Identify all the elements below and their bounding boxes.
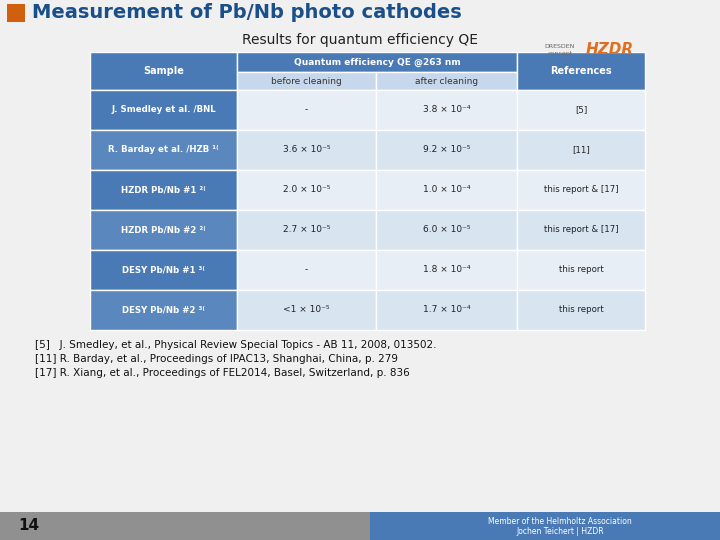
Text: 1.0 × 10⁻⁴: 1.0 × 10⁻⁴ <box>423 186 470 194</box>
Bar <box>370 512 720 540</box>
Text: -: - <box>305 105 308 114</box>
Bar <box>237 130 376 170</box>
Text: after cleaning: after cleaning <box>415 77 478 85</box>
Bar <box>376 170 518 210</box>
Text: 9.2 × 10⁻⁵: 9.2 × 10⁻⁵ <box>423 145 470 154</box>
Text: DRESDEN
concept: DRESDEN concept <box>545 44 575 56</box>
Bar <box>376 130 518 170</box>
Text: HZDR Pb/Nb #2 ²⁽: HZDR Pb/Nb #2 ²⁽ <box>121 226 206 234</box>
Text: [5]: [5] <box>575 105 588 114</box>
Bar <box>237 290 376 330</box>
Bar <box>237 250 376 290</box>
Bar <box>237 72 376 90</box>
Text: [5]   J. Smedley, et al., Physical Review Special Topics - AB 11, 2008, 013502.: [5] J. Smedley, et al., Physical Review … <box>35 340 436 350</box>
Text: 2.0 × 10⁻⁵: 2.0 × 10⁻⁵ <box>283 186 330 194</box>
Text: this report: this report <box>559 266 603 274</box>
Text: HZDR Pb/Nb #1 ²⁽: HZDR Pb/Nb #1 ²⁽ <box>121 186 206 194</box>
Text: Jochen Teichert | HZDR: Jochen Teichert | HZDR <box>516 528 604 537</box>
Bar <box>90 52 237 90</box>
Bar <box>518 210 645 250</box>
Text: this report: this report <box>559 306 603 314</box>
Text: DESY Pb/Nb #2 ³⁽: DESY Pb/Nb #2 ³⁽ <box>122 306 205 314</box>
Bar <box>518 290 645 330</box>
Text: <1 × 10⁻⁵: <1 × 10⁻⁵ <box>283 306 330 314</box>
Bar <box>90 130 237 170</box>
Text: J. Smedley et al. /BNL: J. Smedley et al. /BNL <box>111 105 216 114</box>
Bar <box>518 250 645 290</box>
Text: -: - <box>305 266 308 274</box>
Bar <box>518 170 645 210</box>
Bar <box>90 90 237 130</box>
Bar <box>376 290 518 330</box>
Text: [11]: [11] <box>572 145 590 154</box>
Bar <box>518 90 645 130</box>
Bar <box>90 210 237 250</box>
Text: this report & [17]: this report & [17] <box>544 226 618 234</box>
Bar <box>90 250 237 290</box>
Bar <box>90 290 237 330</box>
Text: [11] R. Barday, et al., Proceedings of IPAC13, Shanghai, China, p. 279: [11] R. Barday, et al., Proceedings of I… <box>35 354 398 364</box>
Bar <box>7 4 25 22</box>
Bar <box>376 210 518 250</box>
Text: DESY Pb/Nb #1 ³⁽: DESY Pb/Nb #1 ³⁽ <box>122 266 205 274</box>
Bar <box>90 170 237 210</box>
Text: this report & [17]: this report & [17] <box>544 186 618 194</box>
Bar <box>518 52 645 90</box>
Bar <box>237 52 518 72</box>
Text: Measurement of Pb/Nb photo cathodes: Measurement of Pb/Nb photo cathodes <box>32 3 462 23</box>
Text: Sample: Sample <box>143 66 184 76</box>
Bar <box>376 72 518 90</box>
Text: 14: 14 <box>18 518 39 534</box>
Text: 6.0 × 10⁻⁵: 6.0 × 10⁻⁵ <box>423 226 470 234</box>
Bar <box>376 250 518 290</box>
Bar <box>376 90 518 130</box>
Text: before cleaning: before cleaning <box>271 77 342 85</box>
Text: 2.7 × 10⁻⁵: 2.7 × 10⁻⁵ <box>283 226 330 234</box>
Text: R. Barday et al. /HZB ¹⁽: R. Barday et al. /HZB ¹⁽ <box>108 145 219 154</box>
Bar <box>518 130 645 170</box>
Bar <box>237 210 376 250</box>
Bar <box>237 90 376 130</box>
Bar <box>0 512 370 540</box>
Text: 3.6 × 10⁻⁵: 3.6 × 10⁻⁵ <box>283 145 330 154</box>
Text: 1.8 × 10⁻⁴: 1.8 × 10⁻⁴ <box>423 266 470 274</box>
Text: 1.7 × 10⁻⁴: 1.7 × 10⁻⁴ <box>423 306 470 314</box>
Text: [17] R. Xiang, et al., Proceedings of FEL2014, Basel, Switzerland, p. 836: [17] R. Xiang, et al., Proceedings of FE… <box>35 368 410 378</box>
Bar <box>237 170 376 210</box>
Text: Results for quantum efficiency QE: Results for quantum efficiency QE <box>242 33 478 47</box>
Text: Member of the Helmholtz Association: Member of the Helmholtz Association <box>488 517 632 526</box>
Text: 3.8 × 10⁻⁴: 3.8 × 10⁻⁴ <box>423 105 470 114</box>
Text: References: References <box>550 66 612 76</box>
Text: Quantum efficiency QE @263 nm: Quantum efficiency QE @263 nm <box>294 57 461 66</box>
Text: HZDR: HZDR <box>586 43 634 57</box>
